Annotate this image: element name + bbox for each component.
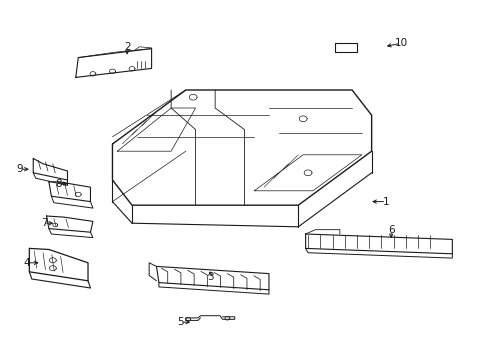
Text: 4: 4 — [23, 258, 30, 268]
Text: 9: 9 — [16, 164, 23, 174]
Text: 3: 3 — [206, 272, 213, 282]
Text: 6: 6 — [387, 225, 394, 235]
Text: 1: 1 — [382, 197, 389, 207]
Text: 8: 8 — [55, 179, 62, 189]
Text: 10: 10 — [394, 38, 407, 48]
Text: 5: 5 — [177, 317, 184, 327]
Text: 7: 7 — [41, 218, 47, 228]
Text: 2: 2 — [123, 42, 130, 52]
